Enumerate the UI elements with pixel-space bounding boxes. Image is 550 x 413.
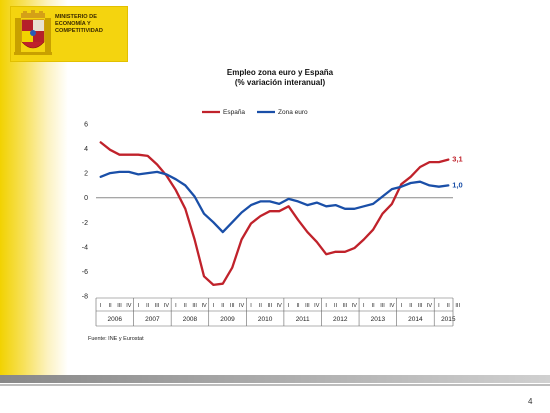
quarter-tick-label: I bbox=[438, 303, 440, 309]
quarter-tick-label: I bbox=[363, 303, 365, 309]
year-tick-label: 2015 bbox=[441, 316, 456, 323]
y-tick-label: 0 bbox=[84, 195, 88, 202]
legend-label: España bbox=[223, 109, 245, 116]
quarter-tick-label: I bbox=[100, 303, 102, 309]
quarter-tick-label: III bbox=[192, 303, 197, 309]
source-note: Fuente: INE y Eurostat bbox=[88, 336, 144, 342]
quarter-tick-label: II bbox=[334, 303, 338, 309]
end-value-label: 3,1 bbox=[452, 155, 462, 164]
footer-bar-thin bbox=[0, 384, 550, 386]
year-tick-label: 2010 bbox=[258, 316, 273, 323]
quarter-tick-label: IV bbox=[389, 303, 395, 309]
quarter-tick-label: III bbox=[418, 303, 423, 309]
chart-title-block: Empleo zona euro y España (% variación i… bbox=[160, 68, 400, 88]
quarter-tick-label: IV bbox=[352, 303, 358, 309]
quarter-tick-label: II bbox=[221, 303, 225, 309]
quarter-tick-label: I bbox=[401, 303, 403, 309]
quarter-tick-label: II bbox=[184, 303, 188, 309]
y-tick-label: 4 bbox=[84, 146, 88, 153]
quarter-tick-label: I bbox=[250, 303, 252, 309]
quarter-tick-label: III bbox=[117, 303, 122, 309]
year-tick-label: 2007 bbox=[145, 316, 160, 323]
year-tick-label: 2008 bbox=[183, 316, 198, 323]
ministry-name: MINISTERIO DE ECONOMÍA Y COMPETITIVIDAD bbox=[55, 14, 127, 35]
series-line bbox=[99, 170, 450, 234]
footer-bar bbox=[0, 375, 550, 383]
spain-coat-of-arms-icon bbox=[14, 10, 52, 55]
quarter-tick-label: III bbox=[343, 303, 348, 309]
year-tick-label: 2009 bbox=[220, 316, 235, 323]
quarter-tick-label: IV bbox=[164, 303, 170, 309]
y-tick-label: -2 bbox=[82, 220, 88, 227]
quarter-tick-label: I bbox=[325, 303, 327, 309]
quarter-tick-label: III bbox=[380, 303, 385, 309]
quarter-tick-label: III bbox=[155, 303, 160, 309]
quarter-tick-label: III bbox=[305, 303, 310, 309]
ministry-line-2: ECONOMÍA Y bbox=[55, 20, 91, 27]
quarter-tick-label: I bbox=[175, 303, 177, 309]
ministry-line-1: MINISTERIO DE bbox=[55, 14, 97, 20]
quarter-tick-label: II bbox=[296, 303, 300, 309]
quarter-tick-label: II bbox=[447, 303, 451, 309]
quarter-tick-label: IV bbox=[126, 303, 132, 309]
quarter-tick-label: IV bbox=[239, 303, 245, 309]
y-tick-label: 2 bbox=[84, 171, 88, 178]
y-tick-label: -6 bbox=[82, 269, 88, 276]
quarter-tick-label: I bbox=[288, 303, 290, 309]
quarter-tick-label: IV bbox=[201, 303, 207, 309]
quarter-tick-label: II bbox=[409, 303, 413, 309]
quarter-tick-label: IV bbox=[427, 303, 433, 309]
ministry-logo: MINISTERIO DE ECONOMÍA Y COMPETITIVIDAD bbox=[10, 6, 128, 62]
quarter-tick-label: II bbox=[372, 303, 376, 309]
quarter-tick-label: III bbox=[455, 303, 460, 309]
year-tick-label: 2011 bbox=[296, 316, 310, 323]
year-tick-label: 2014 bbox=[408, 316, 423, 323]
end-value-label: 1,0 bbox=[452, 180, 462, 189]
chart-title: Empleo zona euro y España bbox=[226, 68, 334, 77]
quarter-tick-label: II bbox=[259, 303, 263, 309]
legend-label: Zona euro bbox=[278, 109, 308, 116]
quarter-tick-label: III bbox=[230, 303, 235, 309]
y-tick-label: -8 bbox=[82, 294, 88, 301]
ministry-line-3: COMPETITIVIDAD bbox=[55, 27, 103, 34]
page-number: 4 bbox=[528, 397, 533, 406]
quarter-tick-label: II bbox=[146, 303, 150, 309]
quarter-tick-label: III bbox=[268, 303, 273, 309]
quarter-tick-label: II bbox=[109, 303, 113, 309]
quarter-tick-label: I bbox=[213, 303, 215, 309]
year-tick-label: 2006 bbox=[108, 316, 123, 323]
y-tick-label: 6 bbox=[84, 122, 88, 129]
year-tick-label: 2013 bbox=[371, 316, 386, 323]
year-tick-label: 2012 bbox=[333, 316, 348, 323]
chart-subtitle: (% variación interanual) bbox=[234, 78, 326, 87]
quarter-tick-label: IV bbox=[314, 303, 320, 309]
series-line bbox=[99, 141, 450, 287]
side-gradient bbox=[0, 0, 68, 375]
y-tick-label: -4 bbox=[82, 244, 88, 251]
quarter-tick-label: IV bbox=[277, 303, 283, 309]
quarter-tick-label: I bbox=[138, 303, 140, 309]
